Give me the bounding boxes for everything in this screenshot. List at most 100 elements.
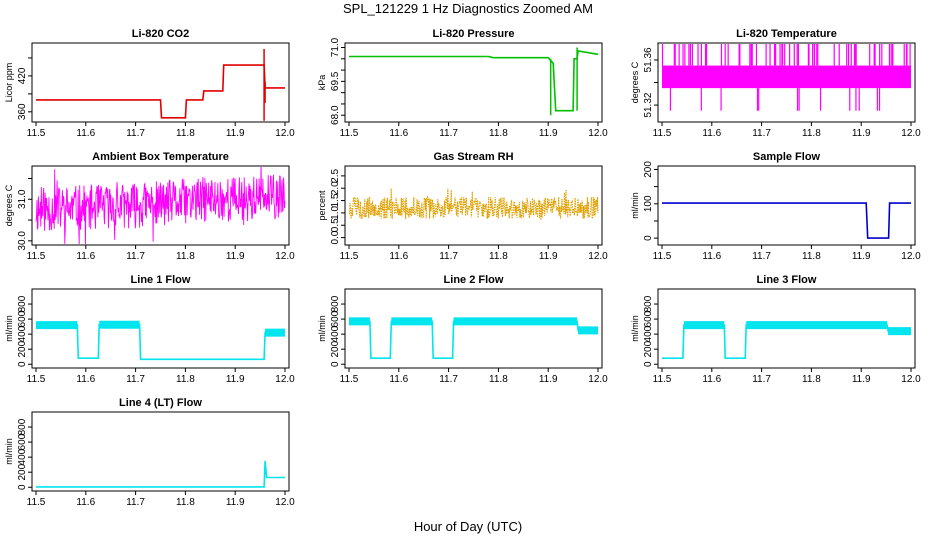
series-band <box>888 327 911 336</box>
x-tick-label: 11.5 <box>653 374 672 385</box>
x-tick-label: 11.6 <box>76 251 95 262</box>
series-line <box>349 49 599 112</box>
y-tick-label: 2.0 <box>330 181 341 195</box>
y-tick-label: 51.32 <box>643 92 654 117</box>
plot-frame <box>31 165 290 246</box>
panel-title: Sample Flow <box>753 151 821 163</box>
series-line <box>662 324 911 360</box>
x-tick-label: 11.6 <box>389 128 408 139</box>
x-tick-label: 11.9 <box>852 251 871 262</box>
y-tick-label: 600 <box>17 310 28 327</box>
series-band <box>746 321 888 330</box>
x-tick-label: 11.5 <box>27 251 46 262</box>
series-green <box>349 47 599 116</box>
y-tick-label: 71.0 <box>330 37 341 57</box>
series-line <box>662 202 911 239</box>
panel-ylabel: ml/min <box>4 438 14 465</box>
y-tick-label: 200 <box>17 340 28 357</box>
panel-title: Gas Stream RH <box>433 151 513 163</box>
x-tick-label: 11.8 <box>176 128 195 139</box>
panel-ylabel: ml/min <box>4 315 14 342</box>
y-tick-label: 200 <box>643 340 654 357</box>
y-tick-label: 800 <box>330 295 341 312</box>
y-tick-label: 0 <box>330 361 341 367</box>
x-tick-label: 11.6 <box>389 374 408 385</box>
series-magenta <box>661 44 911 111</box>
panel-title: Li-820 Temperature <box>736 28 837 40</box>
y-tick-label: 69.5 <box>330 71 341 91</box>
panel-title: Li-820 Pressure <box>433 28 515 40</box>
y-tick-label: 0 <box>643 361 654 367</box>
x-tick-label: 11.7 <box>126 374 145 385</box>
panel-title: Line 4 (LT) Flow <box>119 397 202 409</box>
y-tick-label: 0.0 <box>330 230 341 244</box>
figure-title: SPL_121229 1 Hz Diagnostics Zoomed AM <box>343 1 593 16</box>
x-tick-label: 12.0 <box>588 128 608 139</box>
x-tick-label: 11.5 <box>653 251 672 262</box>
series-line <box>348 188 599 221</box>
x-tick-label: 11.5 <box>27 374 46 385</box>
x-tick-label: 11.9 <box>539 374 558 385</box>
panel-1: Li-820 CO2 Licor ppm 11.5 11.6 11.7 11.8 11.9 1… <box>4 28 295 139</box>
figure-xlabel: Hour of Day (UTC) <box>414 519 522 534</box>
y-tick-label: 800 <box>17 295 28 312</box>
y-tick-label: 800 <box>643 295 654 312</box>
y-tick-label: 100 <box>643 195 654 212</box>
series-band <box>265 328 285 337</box>
panel-ylabel: Licor ppm <box>4 63 14 103</box>
x-tick-label: 11.7 <box>752 374 771 385</box>
panel-ylabel: ml/min <box>630 192 640 219</box>
series-line <box>35 167 286 244</box>
x-tick-label: 11.7 <box>439 374 458 385</box>
x-tick-label: 11.9 <box>226 251 245 262</box>
panels-group: Li-820 CO2 Licor ppm 11.5 11.6 11.7 11.8 11.9 1… <box>4 28 921 508</box>
series-cyan <box>36 460 285 488</box>
y-tick-label: 0 <box>17 361 28 367</box>
panel-ylabel: degrees C <box>4 184 14 226</box>
x-tick-label: 11.5 <box>340 374 359 385</box>
x-tick-label: 11.6 <box>702 128 721 139</box>
y-tick-label: 400 <box>643 325 654 342</box>
x-tick-label: 11.8 <box>489 251 508 262</box>
plot-frame <box>344 288 603 369</box>
y-tick-label: 600 <box>330 310 341 327</box>
panel-2: Li-820 Pressure kPa 11.5 11.6 11.7 11.8 11.9 12… <box>317 28 608 139</box>
series-cyan <box>36 320 285 361</box>
y-tick-label: 200 <box>643 161 654 178</box>
x-tick-label: 11.9 <box>852 128 871 139</box>
panel-title: Line 3 Flow <box>757 274 817 286</box>
panel-8: Line 2 Flow ml/min 11.5 11.6 11.7 11.8 11.9 12.… <box>317 274 608 385</box>
panel-ylabel: degrees C <box>630 61 640 103</box>
x-tick-label: 12.0 <box>588 251 608 262</box>
x-tick-label: 12.0 <box>901 251 921 262</box>
x-tick-label: 11.8 <box>802 128 821 139</box>
x-tick-label: 11.5 <box>340 251 359 262</box>
x-tick-label: 12.0 <box>588 374 608 385</box>
series-band <box>578 326 598 335</box>
y-tick-label: 800 <box>17 418 28 435</box>
x-tick-label: 11.8 <box>176 374 195 385</box>
series-band <box>349 317 370 326</box>
y-tick-label: 600 <box>643 310 654 327</box>
panel-ylabel: kPa <box>317 75 327 91</box>
x-tick-label: 11.8 <box>802 374 821 385</box>
series-band <box>683 321 725 330</box>
panel-3: Li-820 Temperature degrees C 11.5 11.6 11.7 1… <box>630 28 921 139</box>
plot-frame <box>657 288 916 369</box>
x-tick-label: 12.0 <box>275 251 295 262</box>
x-tick-label: 11.9 <box>852 374 871 385</box>
y-tick-label: 51.36 <box>643 47 654 72</box>
y-tick-label: 0.5 <box>330 218 341 232</box>
y-tick-label: 1.0 <box>330 206 341 220</box>
x-tick-label: 11.6 <box>702 251 721 262</box>
x-tick-label: 11.5 <box>653 128 672 139</box>
plot-frame <box>31 288 290 369</box>
panel-title: Line 2 Flow <box>444 274 504 286</box>
x-tick-label: 11.9 <box>226 374 245 385</box>
series-red <box>36 48 285 121</box>
x-tick-label: 11.9 <box>226 128 245 139</box>
panel-title: Ambient Box Temperature <box>92 151 229 163</box>
plot-frame <box>344 42 603 123</box>
series-line <box>36 460 285 488</box>
